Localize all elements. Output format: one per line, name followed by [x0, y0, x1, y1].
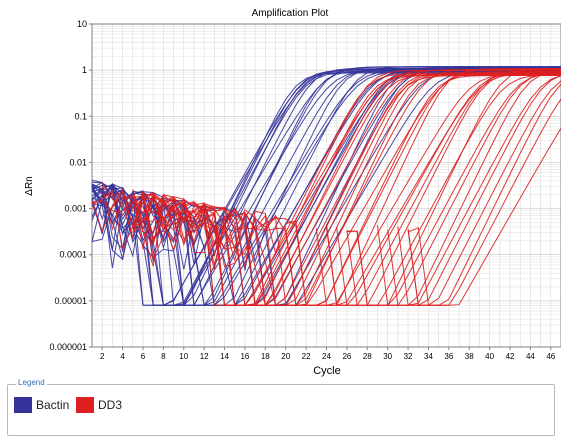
legend-item-dd3[interactable]: DD3 — [76, 397, 122, 413]
amplification-curve — [387, 75, 561, 306]
legend-panel: Legend Bactin DD3 — [7, 378, 555, 436]
x-tick-label: 32 — [404, 352, 413, 361]
x-tick-label: 6 — [141, 352, 146, 361]
legend-swatch-dd3 — [76, 397, 94, 413]
y-tick-label: 10 — [77, 19, 87, 29]
x-tick-label: 22 — [302, 352, 311, 361]
y-tick-label: 0.000001 — [49, 342, 87, 352]
amplification-curve — [142, 72, 561, 306]
legend-caption: Legend — [16, 378, 47, 387]
x-tick-label: 2 — [100, 352, 105, 361]
legend-swatch-bactin — [14, 397, 32, 413]
amplification-curve — [91, 69, 561, 306]
amplification-curve — [122, 73, 561, 306]
amplification-curve — [316, 72, 561, 306]
x-tick-label: 28 — [363, 352, 372, 361]
x-tick-label: 44 — [526, 352, 535, 361]
amplification-curve — [346, 68, 561, 306]
y-tick-label: 0.1 — [74, 111, 87, 121]
amplification-curve — [346, 71, 561, 306]
y-tick-label: 0.00001 — [54, 296, 87, 306]
x-tick-label: 12 — [200, 352, 209, 361]
x-tick-label: 4 — [120, 352, 125, 361]
x-tick-label: 20 — [281, 352, 290, 361]
x-tick-label: 36 — [444, 352, 453, 361]
amplification-curve — [132, 72, 561, 306]
amplification-curve — [407, 98, 561, 306]
amplification-curve — [407, 128, 561, 306]
y-tick-label: 0.001 — [64, 204, 87, 214]
series-dd3 — [91, 68, 561, 306]
x-tick-label: 46 — [546, 352, 555, 361]
y-tick-label: 1 — [82, 65, 87, 75]
x-tick-label: 24 — [322, 352, 331, 361]
amplification-chart: Amplification Plot 10 1 0.1 0.01 0.001 0.0001… — [24, 8, 561, 377]
x-tick-label: 40 — [485, 352, 494, 361]
amplification-curves — [91, 66, 561, 306]
x-tick-label: 8 — [161, 352, 166, 361]
chart-title: Amplification Plot — [252, 8, 329, 19]
y-axis-label: ΔRn — [24, 176, 35, 195]
amplification-curve — [101, 72, 561, 306]
x-tick-label: 16 — [240, 352, 249, 361]
y-tick-label: 0.01 — [69, 157, 87, 167]
legend-label-bactin: Bactin — [36, 398, 70, 412]
x-tick-label: 10 — [179, 352, 188, 361]
x-tick-label: 18 — [261, 352, 270, 361]
x-axis-label: Cycle — [313, 365, 341, 377]
legend-item-bactin[interactable]: Bactin — [14, 397, 69, 413]
y-tick-label: 0.0001 — [59, 250, 87, 260]
x-tick-label: 26 — [342, 352, 351, 361]
x-tick-label: 42 — [506, 352, 515, 361]
x-tick-label: 38 — [465, 352, 474, 361]
x-tick-label: 30 — [383, 352, 392, 361]
x-tick-label: 14 — [220, 352, 229, 361]
x-axis-ticks: 2 4 6 8 10 12 14 16 18 20 22 24 26 28 30 32 34 36 38 40 42 44… — [100, 347, 556, 361]
y-axis-ticks: 10 1 0.1 0.01 0.001 0.0001 0.00001 0.000001 — [49, 19, 92, 352]
legend-label-dd3: DD3 — [98, 398, 123, 412]
amplification-curve — [91, 66, 561, 306]
x-tick-label: 34 — [424, 352, 433, 361]
amplification-curve — [132, 75, 561, 306]
amplification-curve — [102, 73, 561, 306]
